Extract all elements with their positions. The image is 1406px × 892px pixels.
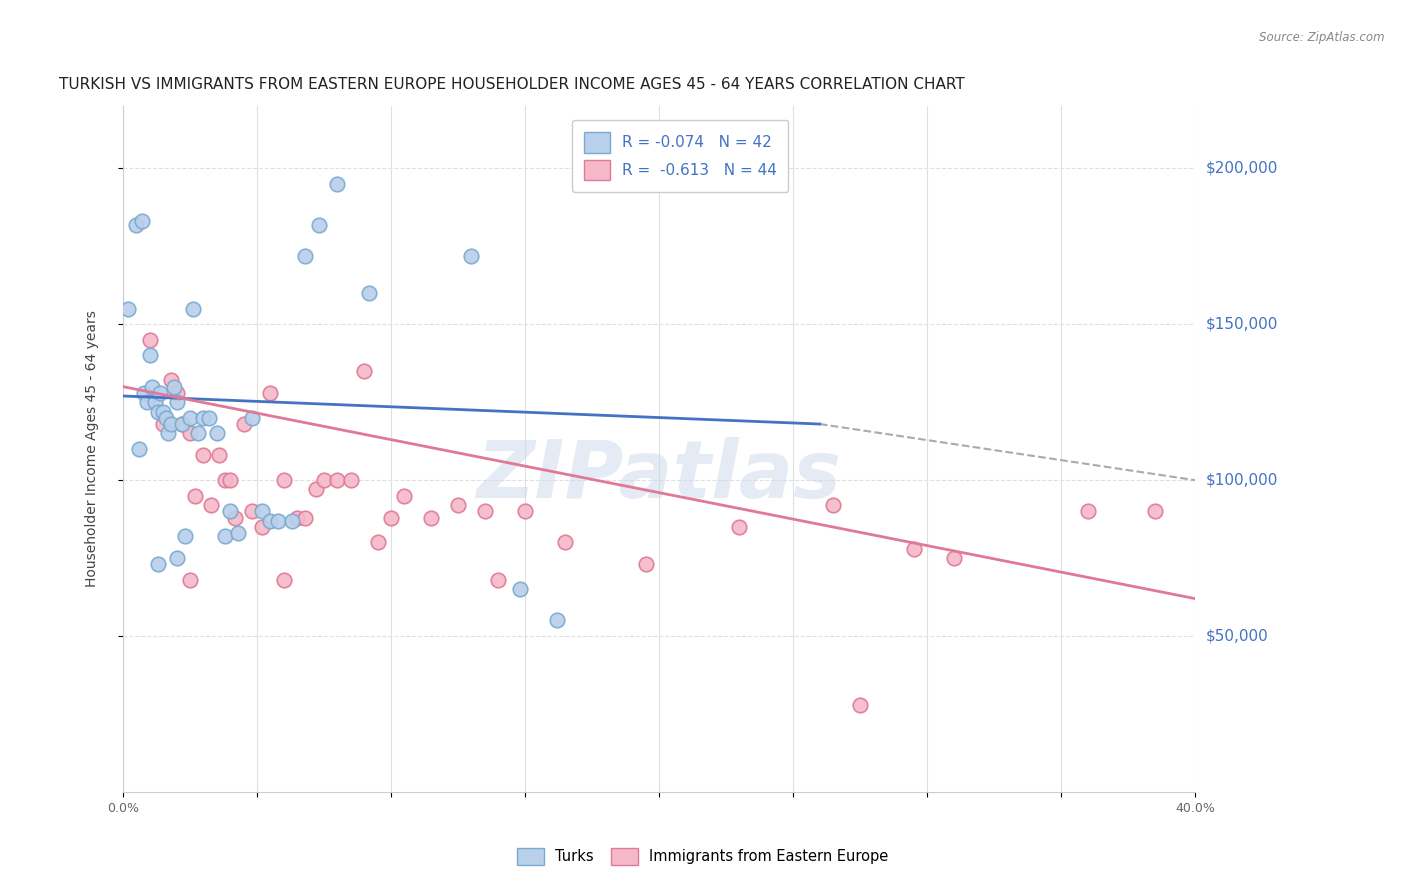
Point (219, 473, 242, 487)
Point (339, 473, 361, 487)
Point (252, 520, 274, 534)
Legend: R = -0.074   N = 42, R =  -0.613   N = 44: R = -0.074 N = 42, R = -0.613 N = 44 (572, 120, 789, 192)
Point (509, 582, 531, 597)
Point (214, 473, 236, 487)
Point (252, 504, 274, 518)
Point (367, 535, 389, 549)
Point (1143, 504, 1166, 518)
Point (160, 373, 183, 387)
Point (273, 473, 295, 487)
Point (179, 410, 201, 425)
Point (181, 301, 204, 316)
Point (294, 510, 316, 524)
Point (155, 410, 177, 425)
Point (823, 498, 845, 512)
Point (193, 448, 215, 462)
Point (942, 551, 965, 566)
Point (308, 218, 330, 232)
Point (146, 404, 169, 418)
Point (394, 489, 416, 503)
Point (447, 498, 470, 512)
Point (131, 214, 153, 228)
Y-axis label: Householder Income Ages 45 - 64 years: Householder Income Ages 45 - 64 years (86, 310, 100, 588)
Point (187, 426, 209, 441)
Point (160, 417, 183, 431)
Point (193, 410, 215, 425)
Point (205, 426, 228, 441)
Point (179, 573, 201, 587)
Point (326, 177, 349, 191)
Point (152, 404, 174, 418)
Point (513, 504, 536, 518)
Point (240, 504, 263, 518)
Point (240, 410, 263, 425)
Point (259, 514, 281, 528)
Point (208, 448, 231, 462)
Point (849, 698, 872, 712)
Point (224, 510, 246, 524)
Text: Source: ZipAtlas.com: Source: ZipAtlas.com (1260, 31, 1385, 45)
Text: ZIPatlas: ZIPatlas (477, 437, 841, 516)
Point (312, 473, 335, 487)
Legend: Turks, Immigrants from Eastern Europe: Turks, Immigrants from Eastern Europe (512, 842, 894, 871)
Point (353, 364, 375, 378)
Point (166, 385, 188, 400)
Point (232, 417, 254, 431)
Point (728, 520, 751, 534)
Point (214, 529, 236, 543)
Point (285, 510, 308, 524)
Point (460, 249, 482, 263)
Point (554, 535, 576, 549)
Point (420, 510, 443, 524)
Point (170, 417, 193, 431)
Point (138, 333, 160, 347)
Point (634, 558, 657, 572)
Point (128, 442, 150, 456)
Point (903, 541, 925, 556)
Text: $100,000: $100,000 (1206, 473, 1278, 488)
Point (197, 410, 219, 425)
Point (226, 526, 249, 541)
Point (273, 573, 295, 587)
Point (184, 489, 207, 503)
Point (136, 395, 159, 409)
Text: TURKISH VS IMMIGRANTS FROM EASTERN EUROPE HOUSEHOLDER INCOME AGES 45 - 64 YEARS : TURKISH VS IMMIGRANTS FROM EASTERN EUROP… (59, 78, 965, 93)
Point (117, 301, 139, 316)
Point (179, 426, 201, 441)
Text: $200,000: $200,000 (1206, 161, 1278, 176)
Point (173, 529, 195, 543)
Point (305, 483, 328, 497)
Point (281, 514, 304, 528)
Point (474, 504, 496, 518)
Point (146, 558, 169, 572)
Point (163, 379, 186, 393)
Point (219, 504, 242, 518)
Point (143, 395, 166, 409)
Point (134, 385, 156, 400)
Point (1077, 504, 1099, 518)
Point (259, 385, 281, 400)
Text: $150,000: $150,000 (1206, 317, 1278, 332)
Point (267, 514, 290, 528)
Point (326, 473, 349, 487)
Point (125, 218, 148, 232)
Point (380, 510, 402, 524)
Point (166, 551, 188, 566)
Point (138, 349, 160, 363)
Point (200, 498, 222, 512)
Point (486, 573, 509, 587)
Point (546, 614, 568, 628)
Point (166, 395, 188, 409)
Point (152, 417, 174, 431)
Point (141, 379, 163, 393)
Text: $50,000: $50,000 (1206, 629, 1268, 643)
Point (149, 385, 172, 400)
Point (294, 249, 316, 263)
Point (157, 426, 180, 441)
Point (170, 417, 193, 431)
Point (359, 286, 381, 301)
